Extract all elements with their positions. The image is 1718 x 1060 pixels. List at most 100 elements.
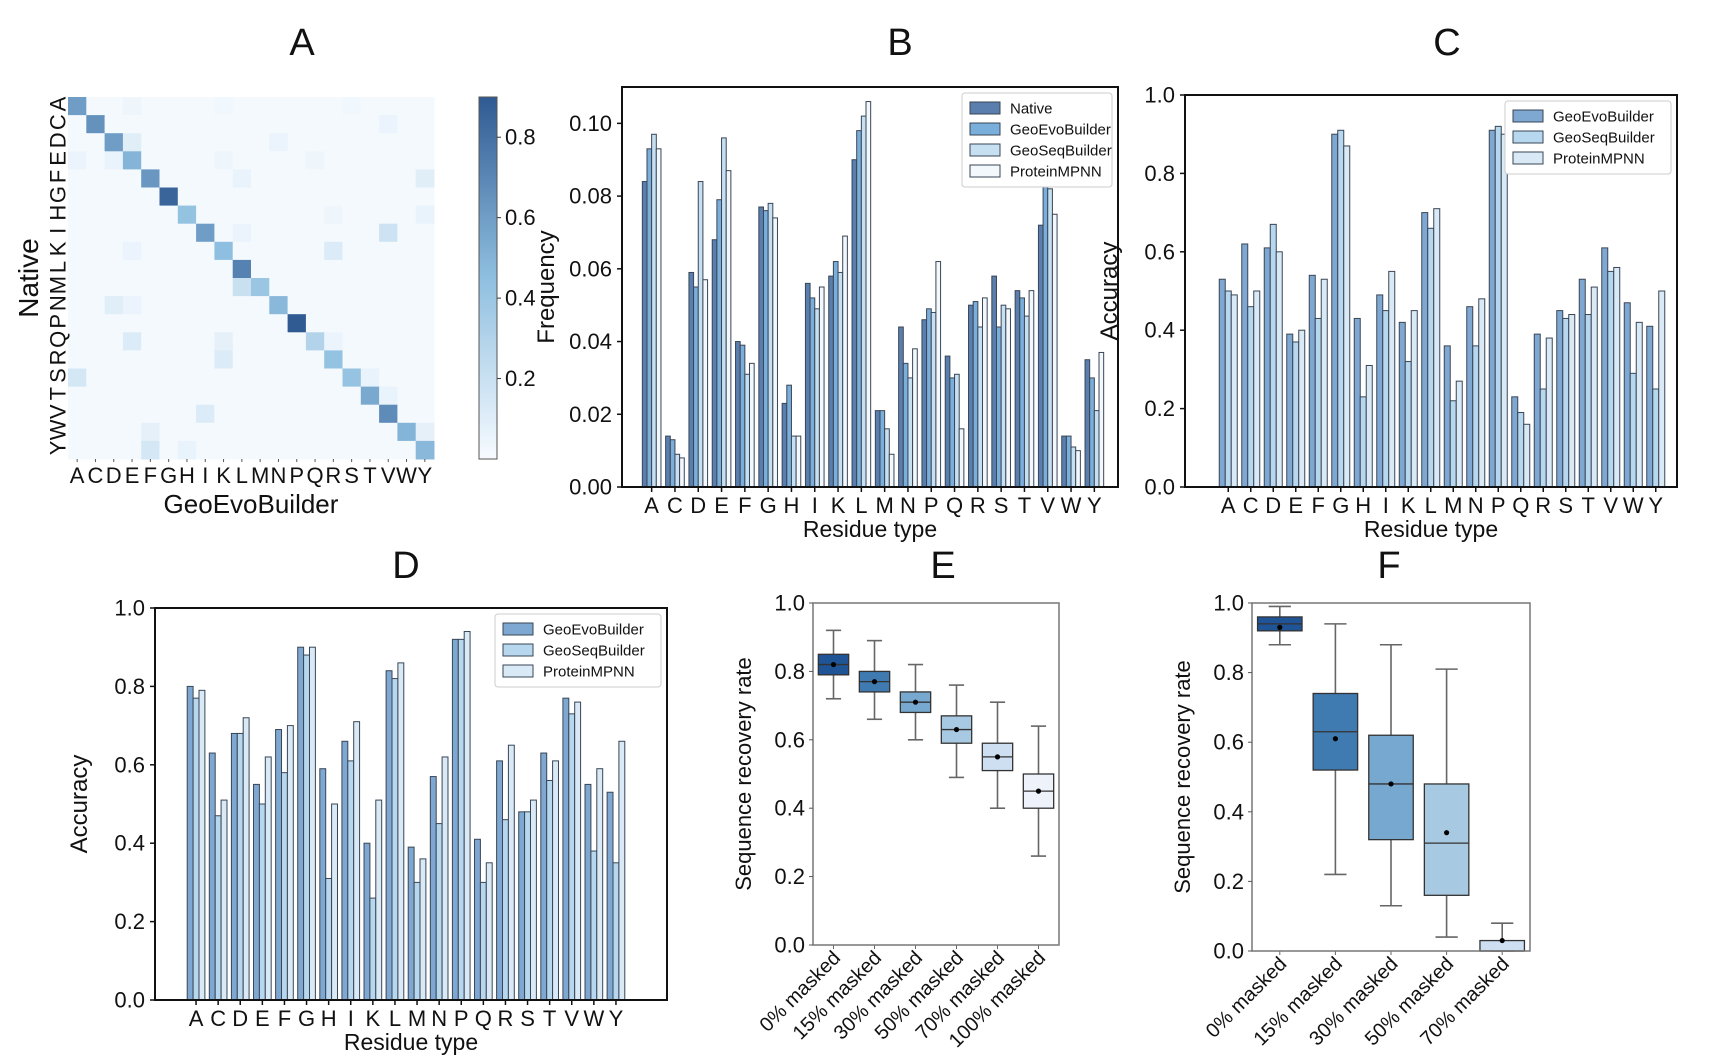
heatmap-cell (324, 386, 343, 406)
heatmap-cell (86, 386, 106, 406)
y-tick-label: 0.2 (1213, 869, 1244, 894)
heatmap-cell (305, 241, 325, 261)
heatmap-cell (177, 314, 197, 333)
y-tick-label: 0.00 (569, 475, 612, 500)
heatmap-cell (196, 422, 215, 442)
heatmap-cell (159, 115, 179, 134)
x-tick-label: K (1401, 493, 1416, 518)
x-tick-label: Q (946, 493, 963, 518)
heatmap-cell (232, 97, 252, 116)
heatmap-cell (287, 314, 307, 333)
x-tick-label: W (1623, 493, 1644, 518)
x-tick-label: W (583, 1006, 604, 1031)
y-tick-label: 0.4 (1213, 799, 1244, 824)
heatmap-cell (415, 296, 435, 315)
heatmap-cell (177, 440, 197, 460)
heatmap-cell (379, 187, 398, 207)
heatmap-cell (342, 169, 362, 188)
heatmap-cell (232, 205, 252, 225)
x-axis-label: GeoEvoBuilder (164, 489, 339, 519)
y-axis-label: Sequence recovery rate (1170, 660, 1195, 894)
legend-label: GeoEvoBuilder (1010, 122, 1111, 139)
y-tick-label: G (46, 186, 71, 203)
heatmap-cell (122, 241, 142, 261)
legend-swatch (1512, 109, 1544, 123)
heatmap-cell (251, 350, 270, 369)
heatmap-cell (251, 205, 270, 225)
heatmap-cell (196, 278, 215, 297)
heatmap-cell (397, 440, 417, 460)
x-tick-label: Y (609, 1006, 624, 1031)
heatmap-cell (214, 205, 234, 225)
heatmap-cell (305, 314, 325, 333)
heatmap-cell (342, 332, 362, 351)
heatmap-cell (141, 241, 160, 261)
heatmap-cell (379, 115, 398, 134)
heatmap-cell (360, 314, 380, 333)
x-tick-label: D (106, 463, 122, 488)
x-tick-label: Y (418, 463, 433, 488)
heatmap-cell (196, 368, 215, 388)
heatmap-cell (305, 368, 325, 388)
y-tick-label: 0.4 (114, 831, 145, 856)
heatmap-cell (342, 386, 362, 406)
y-axis-label: Native (13, 238, 44, 317)
x-tick-label: S (520, 1006, 535, 1031)
plot-frame (621, 86, 1119, 488)
heatmap-cell (159, 133, 179, 152)
heatmap-cell (214, 115, 234, 134)
x-tick-label: L (855, 493, 867, 518)
heatmap-cell (232, 115, 252, 134)
heatmap-cell (196, 404, 215, 424)
y-tick-label: I (46, 228, 71, 234)
heatmap-cell (251, 332, 270, 351)
heatmap-cell (415, 259, 435, 279)
heatmap-cell (269, 241, 289, 261)
heatmap-cell (159, 205, 179, 225)
heatmap-cell (141, 422, 160, 442)
heatmap-cell (196, 296, 215, 315)
y-tick-label: 0.6 (1213, 730, 1244, 755)
heatmap-cell (159, 296, 179, 315)
heatmap-cell (68, 259, 87, 279)
heatmap-cell (379, 223, 398, 243)
heatmap-cell (86, 241, 106, 261)
heatmap-cell (232, 169, 252, 188)
heatmap-cell (305, 187, 325, 207)
heatmap-cell (379, 404, 398, 424)
heatmap-cell (324, 422, 343, 442)
y-tick-label: E (46, 151, 71, 166)
legend-swatch (502, 622, 534, 636)
heatmap-cell (342, 368, 362, 388)
heatmap-cell (104, 205, 124, 225)
heatmap-cell (141, 296, 160, 315)
x-tick-label: Q (1512, 493, 1529, 518)
y-tick-label: 0.0 (114, 988, 145, 1013)
legend-swatch (1512, 130, 1544, 144)
heatmap-cell (232, 332, 252, 351)
y-tick-label: 0.4 (774, 796, 805, 821)
x-tick-label: G (298, 1006, 315, 1031)
y-tick-label: S (46, 368, 71, 383)
y-tick-label: W (46, 419, 71, 440)
x-tick-label: D (690, 493, 706, 518)
heatmap-cell (397, 169, 417, 188)
heatmap-cell (104, 97, 124, 116)
legend-label: ProteinMPNN (1010, 164, 1102, 181)
heatmap-cell (159, 223, 179, 243)
heatmap-cell (342, 223, 362, 243)
heatmap-cell (177, 223, 197, 243)
heatmap-cell (159, 404, 179, 424)
heatmap-cell (104, 386, 124, 406)
heatmap-cell (324, 97, 343, 116)
heatmap-cell (287, 368, 307, 388)
x-tick-label: P (289, 463, 304, 488)
heatmap-cell (415, 440, 435, 460)
heatmap-cell (177, 386, 197, 406)
heatmap-cell (122, 332, 142, 351)
heatmap-cell (415, 151, 435, 170)
heatmap-cell (214, 259, 234, 279)
heatmap-cell (86, 440, 106, 460)
